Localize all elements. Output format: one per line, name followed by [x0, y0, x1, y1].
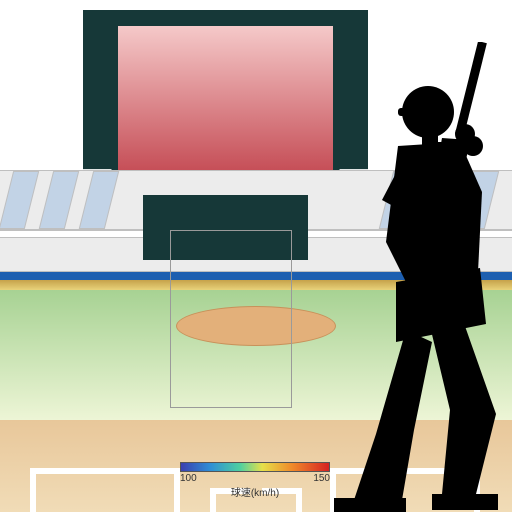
batter-silhouette [310, 42, 512, 512]
pitch-chart-stage: 100 150 球速(km/h) [0, 0, 512, 512]
velocity-legend: 100 150 球速(km/h) [180, 462, 330, 499]
velocity-ticks: 100 150 [180, 473, 330, 484]
scoreboard-screen [118, 26, 333, 176]
velocity-tick-min: 100 [180, 473, 197, 484]
strike-zone [170, 230, 292, 408]
velocity-colorbar [180, 462, 330, 472]
velocity-label: 球速(km/h) [180, 484, 330, 499]
